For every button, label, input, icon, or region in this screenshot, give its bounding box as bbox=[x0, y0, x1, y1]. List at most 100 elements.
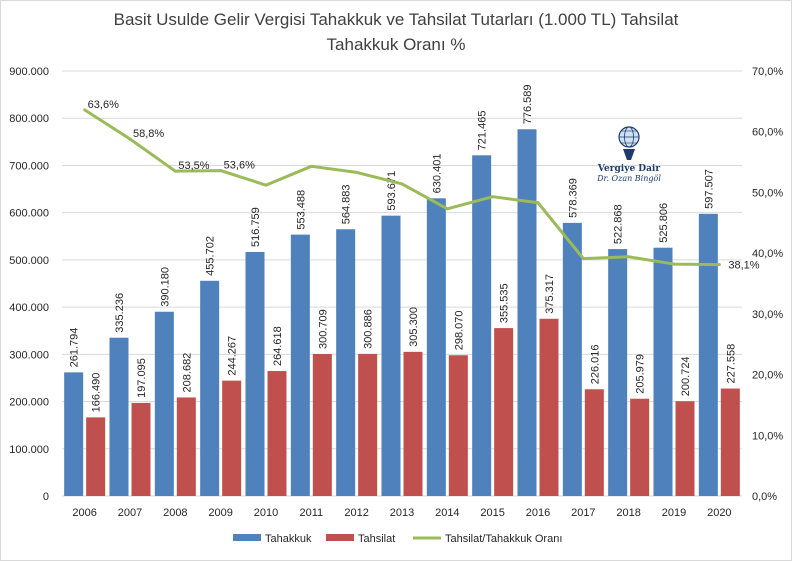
x-tick-label: 2006 bbox=[72, 507, 96, 519]
bar-label-tahsilat: 244.267 bbox=[227, 336, 239, 376]
bar-label-tahakkuk: 261.794 bbox=[69, 328, 81, 368]
bar-tahakkuk bbox=[517, 129, 537, 497]
ratio-point bbox=[83, 108, 87, 112]
ratio-point bbox=[400, 182, 404, 186]
right-tick-label: 40,0% bbox=[752, 248, 783, 260]
vergiye-dair-logo: Vergiye Dair Dr. Ozan Bingöl bbox=[596, 126, 661, 183]
bar-label-tahakkuk: 630.401 bbox=[431, 154, 443, 194]
bar-label-tahakkuk: 578.369 bbox=[567, 178, 579, 218]
chart-title-line-1: Basit Usulde Gelir Vergisi Tahakkuk ve T… bbox=[114, 10, 679, 29]
ratio-point bbox=[128, 137, 132, 141]
ratio-point bbox=[672, 262, 676, 266]
left-tick-label: 800.000 bbox=[9, 113, 49, 125]
bar-tahsilat bbox=[403, 351, 423, 496]
right-tick-label: 70,0% bbox=[752, 66, 783, 78]
bar-label-tahakkuk: 516.759 bbox=[250, 207, 262, 247]
bar-tahsilat bbox=[720, 388, 740, 496]
bar-label-tahakkuk: 776.589 bbox=[522, 85, 534, 125]
ratio-point bbox=[264, 183, 268, 187]
legend-swatch-tahakkuk bbox=[233, 534, 261, 541]
bar-tahakkuk bbox=[381, 215, 401, 496]
bar-label-tahsilat: 200.724 bbox=[680, 356, 692, 396]
bar-label-tahsilat: 226.016 bbox=[589, 345, 601, 385]
bar-label-tahsilat: 227.558 bbox=[725, 344, 737, 384]
bar-label-tahakkuk: 522.868 bbox=[613, 204, 625, 244]
bar-tahakkuk bbox=[290, 234, 310, 496]
bar-label-tahsilat: 205.979 bbox=[635, 354, 647, 394]
x-tick-label: 2018 bbox=[616, 507, 640, 519]
x-tick-label: 2010 bbox=[254, 507, 278, 519]
bar-tahakkuk bbox=[64, 372, 84, 496]
x-tick-label: 2020 bbox=[707, 507, 731, 519]
right-tick-label: 10,0% bbox=[752, 430, 783, 442]
bar-tahsilat bbox=[176, 397, 196, 496]
bar-tahakkuk bbox=[109, 337, 129, 496]
x-tick-label: 2012 bbox=[344, 507, 368, 519]
bar-label-tahsilat: 208.682 bbox=[181, 353, 193, 393]
bar-label-tahakkuk: 564.883 bbox=[341, 184, 353, 224]
legend-label-tahakkuk: Tahakkuk bbox=[265, 533, 312, 545]
x-tick-label: 2016 bbox=[526, 507, 550, 519]
left-tick-label: 300.000 bbox=[9, 349, 49, 361]
left-tick-label: 900.000 bbox=[9, 66, 49, 78]
bar-tahakkuk bbox=[200, 280, 220, 496]
left-tick-label: 0 bbox=[43, 491, 49, 503]
ratio-point bbox=[536, 201, 540, 205]
bar-tahsilat bbox=[312, 353, 332, 496]
right-tick-label: 0,0% bbox=[752, 491, 777, 503]
bar-tahakkuk bbox=[472, 155, 492, 496]
bar-tahakkuk bbox=[562, 222, 582, 497]
bar-label-tahsilat: 375.317 bbox=[544, 274, 556, 314]
bar-tahakkuk bbox=[245, 251, 265, 496]
ratio-point bbox=[309, 164, 313, 168]
chart-title-line-2: Tahakkuk Oranı % bbox=[327, 35, 466, 54]
bar-label-tahsilat: 298.070 bbox=[453, 310, 465, 350]
right-tick-label: 30,0% bbox=[752, 309, 783, 321]
legend-swatch-tahsilat bbox=[326, 534, 354, 541]
right-tick-label: 50,0% bbox=[752, 187, 783, 199]
ratio-point bbox=[581, 257, 585, 261]
bar-tahakkuk bbox=[698, 213, 718, 496]
bar-label-tahsilat: 197.095 bbox=[136, 358, 148, 398]
ratio-point-label: 58,8% bbox=[133, 128, 164, 140]
bar-tahakkuk bbox=[608, 249, 628, 496]
ratio-point-label: 38,1% bbox=[728, 260, 759, 272]
legend-label-ratio: Tahsilat/Tahakkuk Oranı bbox=[445, 533, 562, 545]
logo-subtitle: Dr. Ozan Bingöl bbox=[596, 174, 661, 183]
left-tick-label: 500.000 bbox=[9, 255, 49, 267]
ratio-point-label: 63,6% bbox=[88, 99, 119, 111]
x-tick-label: 2019 bbox=[662, 507, 686, 519]
bar-label-tahsilat: 166.490 bbox=[91, 373, 103, 413]
left-tick-label: 200.000 bbox=[9, 397, 49, 409]
bar-tahsilat bbox=[86, 417, 106, 496]
x-tick-label: 2007 bbox=[118, 507, 142, 519]
x-tick-label: 2011 bbox=[300, 507, 324, 519]
bar-tahsilat bbox=[584, 389, 604, 496]
bar-label-tahakkuk: 525.806 bbox=[658, 203, 670, 243]
bar-tahakkuk bbox=[426, 198, 446, 496]
bar-tahsilat bbox=[539, 318, 559, 496]
ratio-point bbox=[491, 195, 495, 199]
bar-tahsilat bbox=[131, 402, 151, 496]
bar-tahsilat bbox=[675, 401, 695, 496]
bars bbox=[64, 129, 740, 497]
bar-tahakkuk bbox=[336, 229, 356, 496]
ratio-point bbox=[717, 263, 721, 267]
x-tick-label: 2017 bbox=[571, 507, 595, 519]
legend-label-tahsilat: Tahsilat bbox=[358, 533, 395, 545]
x-tick-label: 2013 bbox=[390, 507, 414, 519]
bar-label-tahakkuk: 455.702 bbox=[205, 236, 217, 276]
left-tick-label: 400.000 bbox=[9, 302, 49, 314]
bar-value-labels: 261.794 166.490 335.236 197.095 390.180 208.6… bbox=[69, 85, 738, 413]
left-tick-label: 100.000 bbox=[9, 444, 49, 456]
ratio-point bbox=[627, 255, 631, 259]
bar-label-tahsilat: 300.709 bbox=[317, 309, 329, 349]
globe-icon bbox=[618, 126, 640, 160]
right-axis-ticks: 0,0% 10,0% 20,0% 30,0% 40,0% 50,0% 60,0% 70,0% bbox=[752, 66, 783, 503]
ratio-point-label: 53,6% bbox=[224, 160, 255, 172]
logo-title: Vergiye Dair bbox=[597, 164, 660, 174]
bar-label-tahakkuk: 597.507 bbox=[703, 169, 715, 209]
x-tick-label: 2008 bbox=[163, 507, 187, 519]
bar-tahsilat bbox=[222, 380, 242, 496]
